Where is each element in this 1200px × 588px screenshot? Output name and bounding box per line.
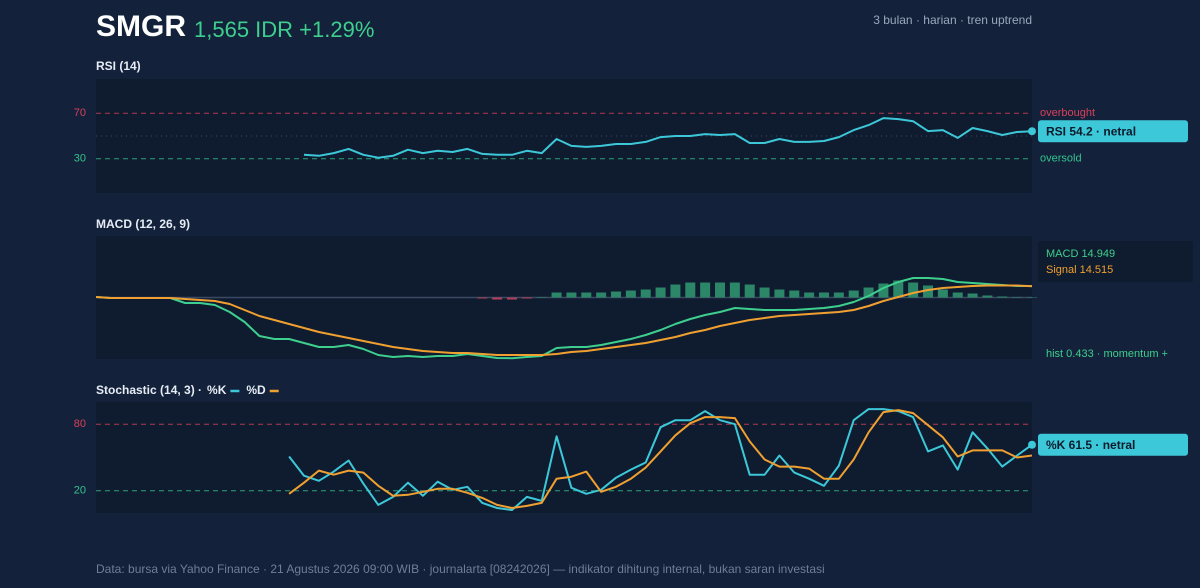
- y-tick-label: 20: [74, 485, 86, 497]
- legend-label: %K: [207, 383, 227, 397]
- badge-text: RSI 54.2 · netral: [1046, 124, 1136, 138]
- histogram-bar: [492, 297, 503, 300]
- histogram-bar: [566, 292, 577, 298]
- histogram-bar: [536, 296, 547, 298]
- y-tick-label: 30: [74, 153, 86, 165]
- series-line: [95, 284, 1033, 356]
- histogram-bar: [923, 285, 933, 298]
- histogram-bar: [952, 292, 963, 298]
- histogram-bar: [997, 296, 1008, 298]
- histogram-bar: [774, 289, 785, 298]
- quote: 1,565 IDR +1.29%: [194, 17, 374, 42]
- threshold-label: oversold: [1040, 153, 1082, 165]
- annotation: hist 0.433 · momentum +: [1046, 348, 1168, 360]
- histogram-bar: [833, 292, 844, 298]
- histogram-bar: [729, 282, 740, 298]
- histogram-bar: [908, 282, 919, 298]
- histogram-bar: [819, 292, 829, 298]
- histogram-bar: [521, 297, 532, 299]
- histogram-bar: [700, 282, 711, 298]
- histogram-bar: [477, 297, 488, 299]
- legend-label: %D: [246, 383, 266, 397]
- histogram-bar: [507, 297, 517, 300]
- badge-text: %K 61.5 · netral: [1046, 438, 1135, 452]
- series-line: [95, 277, 1032, 360]
- badge: [1038, 433, 1188, 456]
- y-tick-label: 80: [74, 418, 86, 430]
- last-point: [1028, 127, 1036, 136]
- histogram-bar: [685, 282, 696, 298]
- histogram-bar: [551, 292, 562, 298]
- histogram-bar: [893, 280, 904, 298]
- histogram-bar: [1027, 297, 1037, 298]
- histogram-bar: [759, 287, 770, 298]
- histogram-bar: [744, 284, 755, 298]
- histogram-bar: [1012, 296, 1023, 298]
- panel-title: Stochastic (14, 3) ·: [96, 383, 202, 397]
- histogram-bar: [655, 287, 666, 298]
- histogram-bar: [670, 284, 681, 298]
- histogram-bar: [596, 292, 607, 298]
- annotation: Signal 14.515: [1046, 264, 1113, 276]
- histogram-bar: [715, 282, 725, 298]
- histogram-bar: [611, 291, 621, 298]
- histogram-bar: [878, 283, 889, 298]
- panel-title: RSI (14): [96, 59, 141, 73]
- series-line: [288, 408, 1033, 511]
- histogram-bar: [848, 290, 859, 298]
- histogram-bar: [804, 292, 815, 298]
- badge: [1038, 120, 1188, 143]
- legend-box: [1038, 241, 1193, 282]
- histogram-bar: [625, 290, 636, 298]
- histogram-bar: [789, 290, 800, 298]
- ticker: SMGR: [96, 10, 186, 43]
- threshold-label: overbought: [1040, 107, 1095, 119]
- panel-title: MACD (12, 26, 9): [96, 217, 190, 231]
- annotation: MACD 14.949: [1046, 248, 1115, 260]
- series-line: [303, 117, 1033, 159]
- y-tick-label: 70: [74, 107, 86, 119]
- last-point: [1028, 440, 1036, 449]
- histogram-bar: [863, 287, 874, 298]
- footer: Data: bursa via Yahoo Finance · 21 Agust…: [96, 562, 825, 576]
- histogram-bar: [937, 289, 948, 298]
- histogram-bar: [967, 293, 978, 298]
- histogram-bar: [640, 289, 651, 298]
- histogram-bar: [982, 295, 993, 298]
- plot-area: [96, 402, 1032, 513]
- meta: 3 bulan · harian · tren uptrend: [873, 13, 1032, 27]
- series-line: [288, 409, 1033, 509]
- histogram-bar: [581, 292, 592, 298]
